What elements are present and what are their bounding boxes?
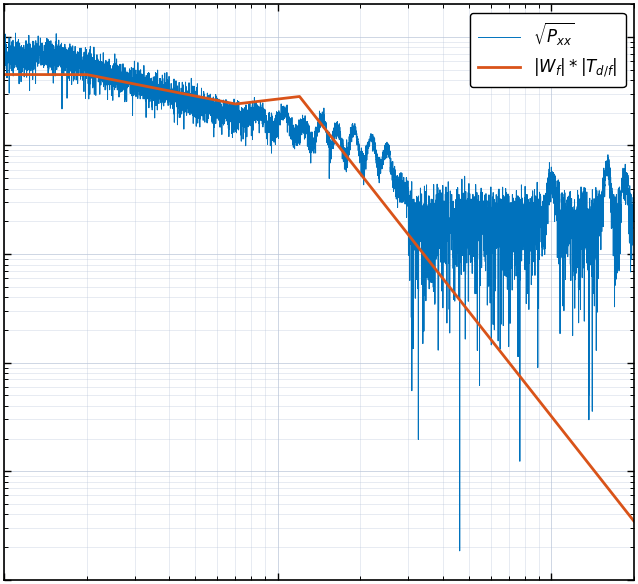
$|W_f| * |T_{d/f}|$ bbox=[150, 84, 158, 91]
$|W_f| * |T_{d/f}|$ bbox=[625, 511, 633, 518]
$\sqrt{P_{xx}}$ bbox=[150, 74, 158, 81]
$\sqrt{P_{xx}}$ bbox=[147, 92, 154, 99]
$\sqrt{P_{xx}}$ bbox=[456, 547, 464, 554]
Line: $|W_f| * |T_{d/f}|$: $|W_f| * |T_{d/f}|$ bbox=[4, 75, 634, 521]
$|W_f| * |T_{d/f}|$ bbox=[153, 85, 161, 92]
$|W_f| * |T_{d/f}|$ bbox=[283, 95, 290, 102]
$\sqrt{P_{xx}}$ bbox=[153, 84, 161, 91]
$\sqrt{P_{xx}}$ bbox=[630, 202, 637, 209]
$|W_f| * |T_{d/f}|$ bbox=[147, 84, 154, 91]
$\sqrt{P_{xx}}$ bbox=[238, 116, 246, 123]
$|W_f| * |T_{d/f}|$ bbox=[238, 100, 246, 107]
$\sqrt{P_{xx}}$ bbox=[283, 112, 290, 119]
$|W_f| * |T_{d/f}|$ bbox=[1, 71, 8, 78]
$\sqrt{P_{xx}}$ bbox=[1, 46, 8, 53]
$\sqrt{P_{xx}}$ bbox=[11, 30, 19, 37]
$|W_f| * |T_{d/f}|$ bbox=[630, 517, 637, 524]
$\sqrt{P_{xx}}$ bbox=[625, 231, 633, 238]
Line: $\sqrt{P_{xx}}$: $\sqrt{P_{xx}}$ bbox=[4, 33, 634, 551]
Legend: $\sqrt{P_{xx}}$, $|W_f| * |T_{d/f}|$: $\sqrt{P_{xx}}$, $|W_f| * |T_{d/f}|$ bbox=[470, 12, 625, 87]
